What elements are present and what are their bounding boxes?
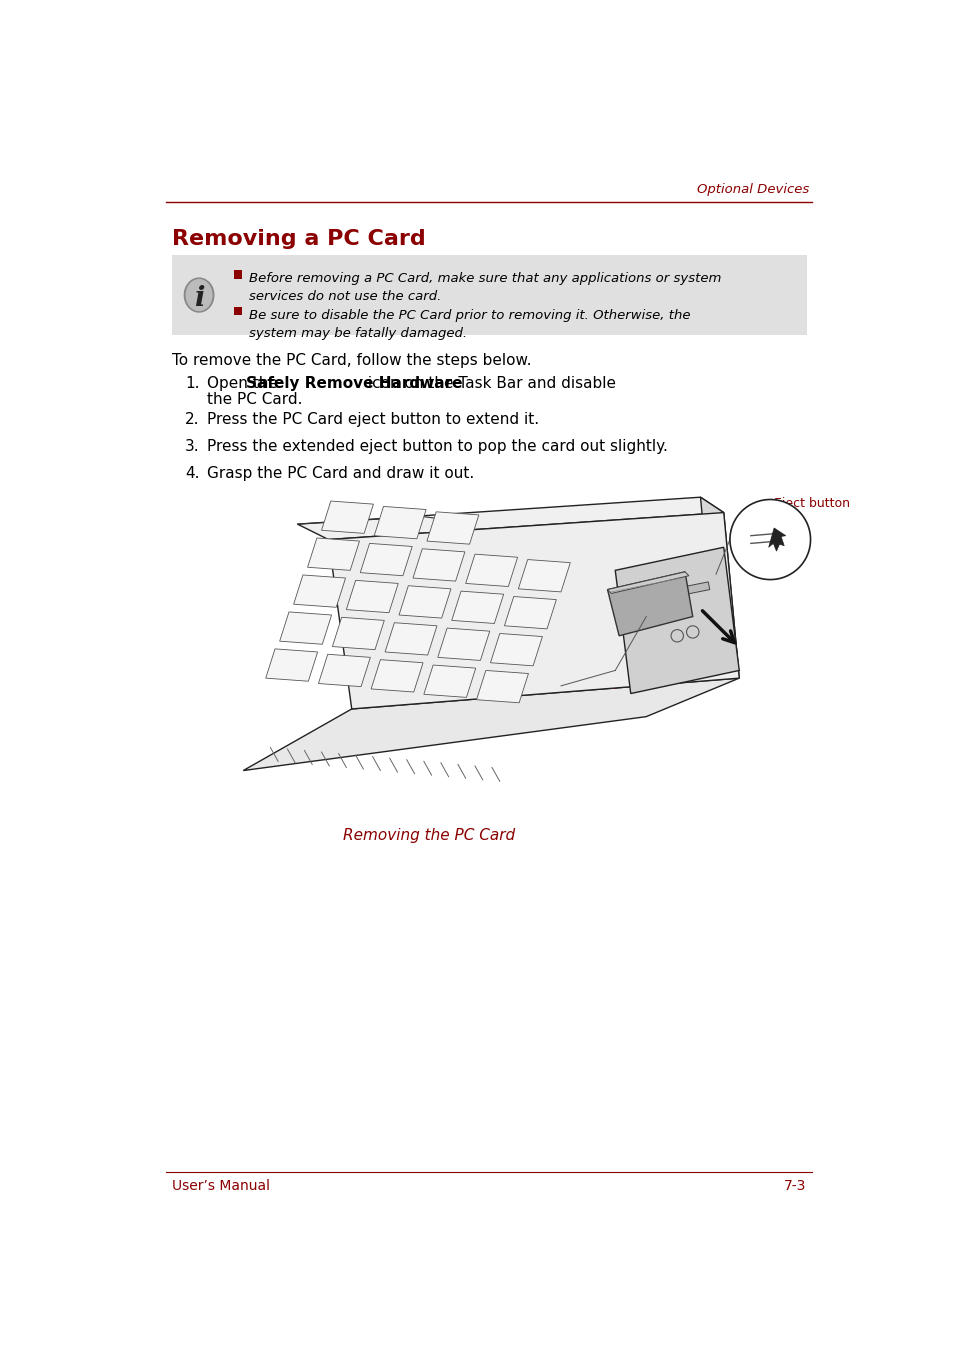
Polygon shape bbox=[332, 618, 384, 650]
Text: Grasp the PC Card and draw it out.: Grasp the PC Card and draw it out. bbox=[207, 466, 474, 481]
Text: 1.: 1. bbox=[185, 376, 199, 391]
Polygon shape bbox=[768, 529, 785, 552]
Polygon shape bbox=[413, 549, 464, 581]
Text: Press the extended eject button to pop the card out slightly.: Press the extended eject button to pop t… bbox=[207, 439, 667, 454]
Polygon shape bbox=[607, 572, 692, 635]
Text: Be sure to disable the PC Card prior to removing it. Otherwise, the
system may b: Be sure to disable the PC Card prior to … bbox=[249, 308, 690, 339]
Text: Before removing a PC Card, make sure that any applications or system
services do: Before removing a PC Card, make sure tha… bbox=[249, 272, 721, 303]
Ellipse shape bbox=[186, 280, 212, 311]
Polygon shape bbox=[318, 654, 370, 687]
Polygon shape bbox=[423, 665, 476, 698]
Polygon shape bbox=[427, 512, 478, 544]
Polygon shape bbox=[279, 612, 332, 645]
Polygon shape bbox=[504, 596, 556, 629]
Polygon shape bbox=[374, 507, 426, 538]
Polygon shape bbox=[266, 649, 317, 681]
Text: 4.: 4. bbox=[185, 466, 199, 481]
Text: 3.: 3. bbox=[185, 439, 199, 454]
Text: Safely Remove Hardware: Safely Remove Hardware bbox=[245, 376, 461, 391]
Text: User’s Manual: User’s Manual bbox=[172, 1179, 270, 1194]
Polygon shape bbox=[465, 554, 517, 587]
Polygon shape bbox=[243, 679, 739, 771]
Polygon shape bbox=[321, 502, 373, 534]
Text: PC Card: PC Card bbox=[564, 679, 617, 692]
Text: icon on the Task Bar and disable: icon on the Task Bar and disable bbox=[363, 376, 616, 391]
Polygon shape bbox=[517, 560, 570, 592]
Text: i: i bbox=[193, 285, 204, 312]
Text: the PC Card.: the PC Card. bbox=[207, 392, 302, 407]
FancyBboxPatch shape bbox=[172, 254, 806, 335]
Polygon shape bbox=[476, 671, 528, 703]
Polygon shape bbox=[385, 623, 436, 654]
Text: To remove the PC Card, follow the steps below.: To remove the PC Card, follow the steps … bbox=[172, 353, 531, 368]
Polygon shape bbox=[437, 629, 489, 660]
Polygon shape bbox=[297, 498, 723, 539]
Text: Optional Devices: Optional Devices bbox=[696, 183, 808, 196]
Polygon shape bbox=[452, 591, 503, 623]
Circle shape bbox=[729, 499, 810, 580]
Polygon shape bbox=[360, 544, 412, 576]
Text: Press the PC Card eject button to extend it.: Press the PC Card eject button to extend… bbox=[207, 412, 538, 427]
Text: 2.: 2. bbox=[185, 412, 199, 427]
Text: Removing the PC Card: Removing the PC Card bbox=[343, 829, 515, 844]
Polygon shape bbox=[371, 660, 422, 692]
Ellipse shape bbox=[184, 279, 213, 312]
Polygon shape bbox=[607, 572, 688, 594]
Polygon shape bbox=[700, 498, 739, 679]
Polygon shape bbox=[490, 634, 542, 665]
Polygon shape bbox=[294, 575, 345, 607]
FancyBboxPatch shape bbox=[233, 307, 242, 315]
Text: Removing a PC Card: Removing a PC Card bbox=[172, 230, 425, 249]
Polygon shape bbox=[346, 580, 397, 612]
Polygon shape bbox=[630, 581, 709, 604]
FancyBboxPatch shape bbox=[233, 270, 242, 279]
Text: 7-3: 7-3 bbox=[782, 1179, 805, 1194]
Polygon shape bbox=[398, 585, 451, 618]
Text: Open the: Open the bbox=[207, 376, 282, 391]
Polygon shape bbox=[328, 512, 739, 708]
Text: Eject button: Eject button bbox=[773, 498, 849, 510]
Polygon shape bbox=[307, 538, 359, 571]
Polygon shape bbox=[615, 548, 739, 694]
